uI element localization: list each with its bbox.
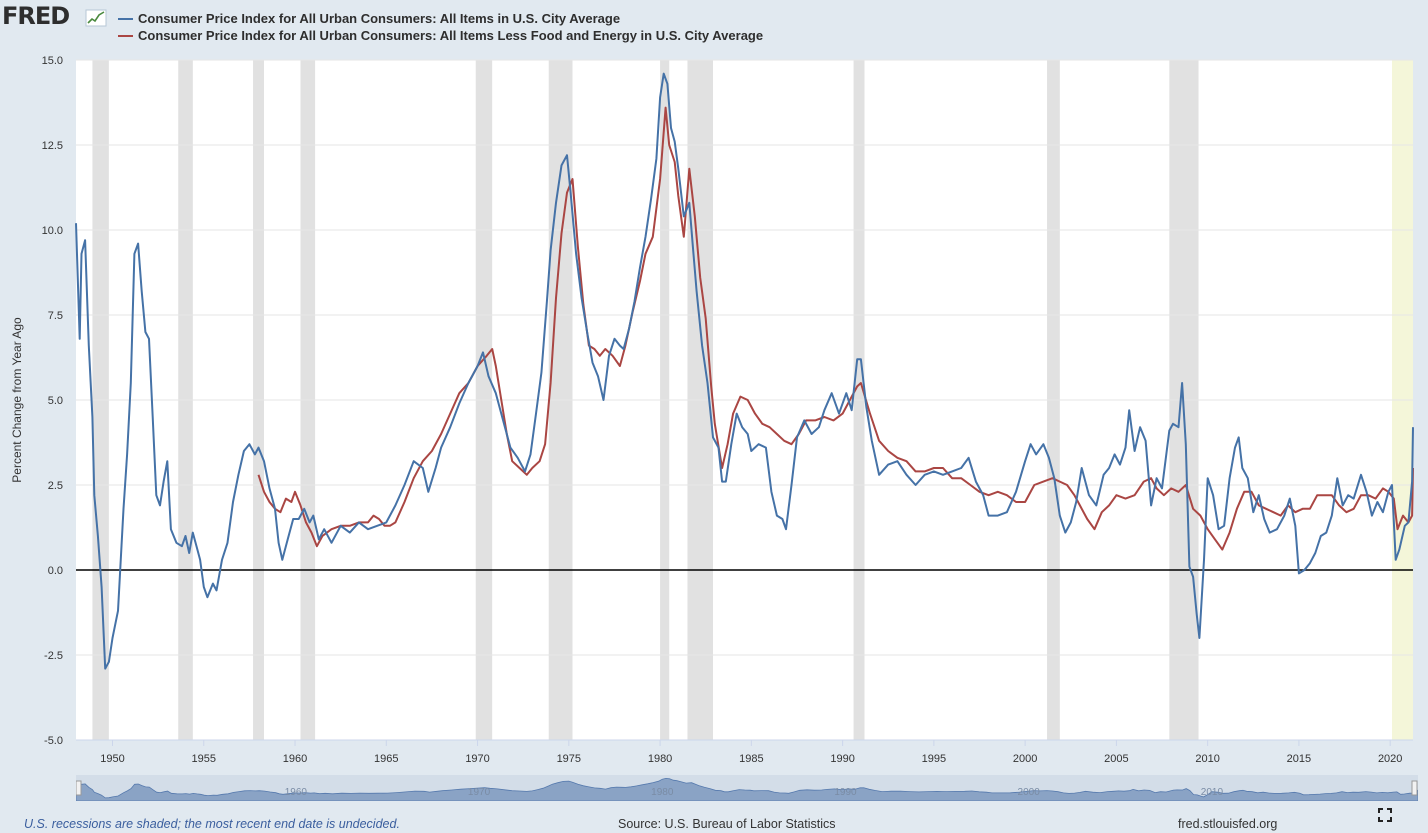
cpi-line-chart: -5.0-2.50.02.55.07.510.012.515.0 1950 195… [10,55,1414,765]
series-line-core [257,106,1414,551]
y-tick-label: -2.5 [44,650,63,662]
x-tick-label: 2015 [1287,753,1311,765]
y-tick-label: -5.0 [44,735,63,747]
grid-lines [76,59,1413,741]
x-tick-label: 1985 [739,753,763,765]
navigator-tick-label: 1980 [651,787,674,798]
navigator-right-handle[interactable] [1411,780,1418,796]
x-tick-label: 1970 [465,753,489,765]
x-tick-label: 1990 [830,753,854,765]
legend-swatch-red [118,34,133,37]
y-tick-label: 0.0 [48,565,63,577]
legend-label: Consumer Price Index for All Urban Consu… [138,28,764,43]
fred-logo[interactable]: FRED [2,2,70,30]
fred-sparkline-icon [85,9,107,27]
x-tick-label: 2010 [1195,753,1219,765]
x-tick-label: 1995 [922,753,946,765]
navigator-left-handle[interactable] [76,780,82,796]
navigator-tick-label: 1960 [285,787,308,798]
legend-item-core[interactable]: Consumer Price Index for All Urban Consu… [118,27,763,44]
y-axis: -5.0 -2.5 0.0 2.5 5.0 7.5 10.0 12.5 15.0 [42,55,63,747]
legend: Consumer Price Index for All Urban Consu… [118,10,763,44]
series-lines [75,72,1414,670]
x-tick-label: 2020 [1378,753,1402,765]
y-tick-label: 2.5 [48,480,63,492]
y-tick-label: 12.5 [42,140,63,152]
y-tick-label: 5.0 [48,395,63,407]
legend-swatch-blue [118,17,133,20]
x-tick-label: 1960 [283,753,307,765]
header: FRED Consumer Price Index for All Urban … [0,0,1428,50]
navigator-series [76,777,1418,801]
y-tick-label: 7.5 [48,310,63,322]
x-tick-label: 1955 [192,753,216,765]
x-tick-label: 1950 [100,753,124,765]
navigator-ticks: 1960 1970 1980 1990 2000 2010 [285,787,1224,798]
recession-note: U.S. recessions are shaded; the most rec… [24,817,400,831]
x-tick-label: 1980 [648,753,672,765]
x-tick-label: 1975 [557,753,581,765]
legend-label: Consumer Price Index for All Urban Consu… [138,11,621,26]
series-line-all-items [75,72,1414,670]
navigator-tick-label: 2010 [1201,787,1224,798]
fullscreen-icon[interactable] [1378,808,1392,822]
navigator-tick-label: 1970 [468,787,491,798]
navigator-tick-label: 2000 [1018,787,1041,798]
legend-item-all-items[interactable]: Consumer Price Index for All Urban Consu… [118,10,763,27]
date-range-navigator[interactable]: 1960 1970 1980 1990 2000 2010 [76,775,1418,801]
x-tick-label: 1965 [374,753,398,765]
footer: U.S. recessions are shaded; the most rec… [0,815,1428,833]
x-axis: 1950 1955 1960 1965 1970 1975 1980 1985 1990 1995… [76,739,1413,765]
site-link[interactable]: fred.stlouisfed.org [1178,817,1278,831]
y-axis-label: Percent Change from Year Ago [10,317,24,483]
navigator-tick-label: 1990 [834,787,857,798]
x-tick-label: 2000 [1013,753,1037,765]
y-tick-label: 15.0 [42,55,63,67]
source-credit: Source: U.S. Bureau of Labor Statistics [618,817,836,831]
x-tick-label: 2005 [1104,753,1128,765]
y-tick-label: 10.0 [42,225,63,237]
